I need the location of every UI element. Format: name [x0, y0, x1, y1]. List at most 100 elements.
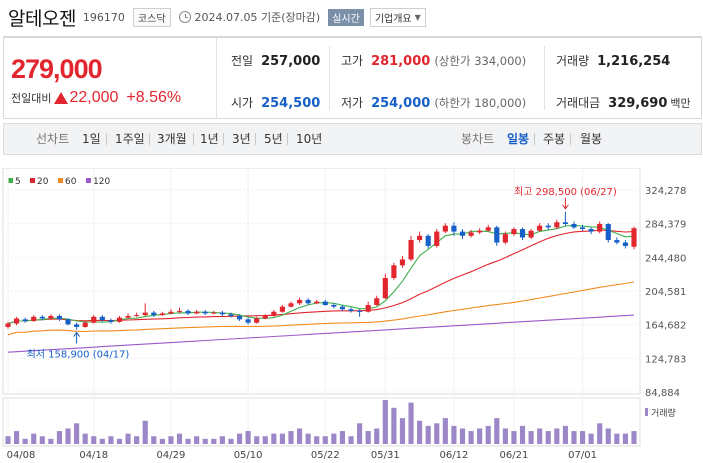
- volume-bar: [74, 423, 80, 444]
- trade-value-label: 거래대금: [556, 96, 601, 110]
- x-tick-label: 05/22: [311, 450, 340, 461]
- volume-bar: [99, 438, 105, 444]
- volume-bar: [48, 438, 54, 444]
- tab-candle-chart[interactable]: 봉차트: [461, 132, 495, 146]
- volume-bar: [202, 438, 208, 444]
- divider: [149, 133, 150, 145]
- realtime-button[interactable]: 실시간: [328, 8, 364, 26]
- x-tick-label: 04/08: [7, 450, 36, 461]
- legend-swatch-20: [30, 178, 35, 183]
- volume-bar: [296, 428, 303, 444]
- volume-bar: [502, 428, 508, 444]
- candle-body: [39, 316, 45, 319]
- tab-period-3m[interactable]: 3개월: [157, 132, 187, 146]
- candle-body: [528, 230, 534, 238]
- volume-bar: [597, 423, 603, 444]
- candle-body: [99, 316, 105, 321]
- volume-bar: [236, 433, 243, 444]
- volume-bar: [56, 431, 63, 444]
- tab-daily-candle[interactable]: 일봉: [507, 132, 530, 146]
- change-label: 전일대비: [11, 92, 52, 105]
- volume-bar: [288, 431, 294, 444]
- candle-body: [271, 311, 277, 316]
- volume-bar: [91, 436, 97, 444]
- high-label: 고가: [341, 54, 364, 68]
- candle-body: [554, 222, 560, 228]
- candle-body: [236, 315, 243, 320]
- volume-legend-label: 거래량: [651, 407, 676, 419]
- volume-bar: [279, 433, 285, 444]
- divider: [193, 133, 194, 145]
- tab-period-3y[interactable]: 3년: [232, 132, 251, 146]
- candlestick-chart: 5 20 60 120 324,278 284,379 244,480 204,581 164,…: [2, 168, 686, 461]
- high-annotation: 최고 298,500 (06/27): [514, 186, 617, 198]
- prev-close-cell: 전일 257,000: [231, 52, 320, 69]
- volume-bar: [434, 423, 440, 444]
- ma120-line: [7, 314, 635, 353]
- candle-body: [605, 223, 611, 241]
- tab-period-1y[interactable]: 1년: [200, 132, 219, 146]
- candle-body: [399, 259, 406, 266]
- volume-bar: [254, 436, 260, 444]
- candle-body: [357, 310, 363, 312]
- stock-title-bar: 알테오젠 196170 코스닥 2024.07.05 기준(장마감) 실시간 기…: [0, 0, 703, 34]
- ma20-line: [7, 229, 635, 325]
- change-percent: +8.56%: [126, 89, 182, 106]
- volume-bar: [571, 431, 577, 444]
- volume-value: 1,216,254: [597, 54, 671, 69]
- x-tick-label: 04/18: [79, 450, 108, 461]
- volume-legend-swatch: [645, 408, 648, 416]
- volume-bar: [5, 436, 11, 444]
- ma5-line: [7, 224, 635, 325]
- tab-period-10y[interactable]: 10년: [296, 132, 323, 146]
- candle-body: [305, 299, 311, 304]
- tab-monthly-candle[interactable]: 월봉: [580, 132, 603, 146]
- x-tick-label: 05/10: [234, 450, 263, 461]
- y-tick-label: 204,581: [645, 287, 686, 298]
- tab-period-1d[interactable]: 1일: [82, 132, 101, 146]
- open-label: 시가: [231, 96, 254, 110]
- company-info-dropdown[interactable]: 기업개요 ▼: [369, 7, 426, 27]
- candle-body: [545, 225, 551, 228]
- candle-body: [262, 315, 268, 319]
- tab-line-chart[interactable]: 선차트: [36, 132, 70, 146]
- y-tick-label: 124,783: [645, 354, 686, 365]
- candle-body: [65, 319, 71, 325]
- candle-body: [322, 301, 328, 305]
- candle-body: [185, 310, 191, 314]
- candle-body: [48, 315, 54, 319]
- candle-body: [622, 242, 628, 246]
- high-value: 281,000: [371, 54, 431, 69]
- divider: [223, 133, 224, 145]
- volume-bar: [211, 438, 217, 444]
- candle-body: [202, 311, 208, 314]
- prev-close-value: 257,000: [261, 54, 321, 69]
- candle-body: [374, 298, 380, 305]
- volume-bar: [65, 428, 71, 444]
- legend-label-5: 5: [15, 177, 21, 187]
- volume-bar: [271, 433, 277, 444]
- current-price: 279,000: [11, 54, 103, 84]
- tab-weekly-candle[interactable]: 주봉: [543, 132, 566, 146]
- volume-bar: [537, 428, 543, 444]
- clock-icon: [178, 11, 191, 23]
- legend-swatch-60: [58, 178, 63, 183]
- open-cell: 시가 254,500: [231, 94, 320, 111]
- tab-period-1w[interactable]: 1주일: [115, 132, 145, 146]
- volume-bar: [605, 428, 611, 444]
- volume-bar: [511, 431, 517, 444]
- candle-body: [151, 312, 157, 316]
- y-tick-label: 324,278: [645, 186, 686, 197]
- volume-bar: [365, 431, 371, 444]
- volume-bar: [451, 425, 457, 444]
- low-value: 254,000: [371, 96, 431, 111]
- candle-body: [477, 230, 483, 233]
- divider: [329, 46, 330, 110]
- volume-bar: [331, 433, 337, 444]
- candle-body: [348, 309, 354, 311]
- chart-frame: [2, 168, 641, 395]
- tab-period-5y[interactable]: 5년: [264, 132, 283, 146]
- volume-bar: [39, 436, 45, 444]
- candle-body: [468, 232, 474, 236]
- quote-basis: 기준(장마감): [261, 11, 321, 24]
